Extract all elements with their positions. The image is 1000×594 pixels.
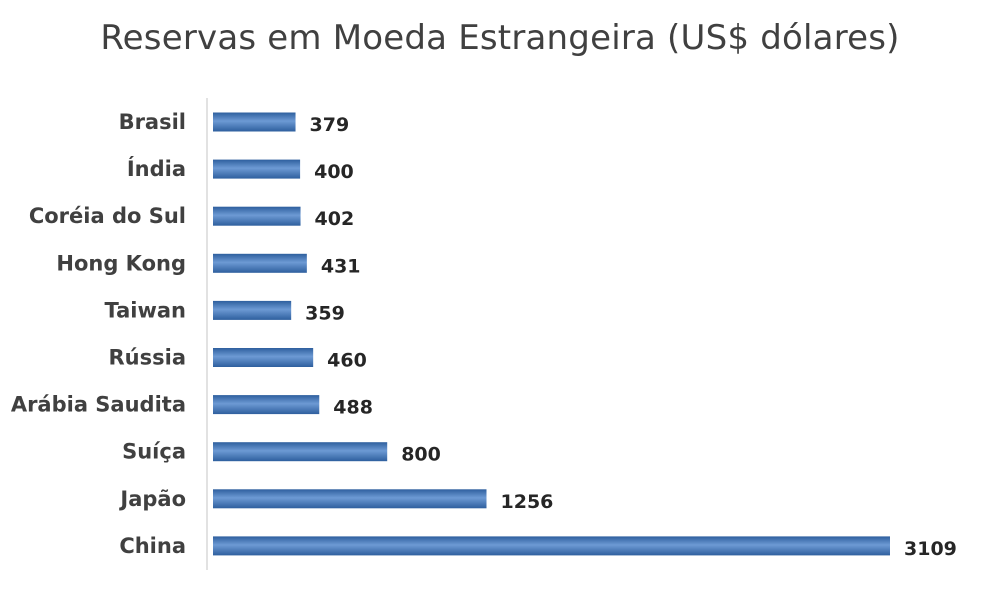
data-label: 379 bbox=[310, 114, 350, 136]
data-label: 488 bbox=[333, 397, 373, 419]
category-label: Japão bbox=[118, 487, 186, 511]
category-label: Arábia Saudita bbox=[11, 393, 186, 417]
data-label: 800 bbox=[401, 444, 441, 466]
bar bbox=[213, 300, 292, 320]
bar bbox=[213, 159, 301, 179]
category-label: Taiwan bbox=[104, 298, 186, 322]
bar bbox=[213, 348, 314, 367]
category-label: Índia bbox=[127, 156, 186, 181]
bar bbox=[213, 395, 320, 415]
category-label: Brasil bbox=[119, 110, 186, 134]
bar bbox=[213, 442, 388, 462]
data-label: 431 bbox=[321, 255, 361, 277]
data-label: 400 bbox=[314, 161, 354, 183]
category-label: Coréia do Sul bbox=[29, 204, 186, 228]
bar bbox=[213, 112, 296, 132]
bar bbox=[213, 206, 301, 226]
category-label: Rússia bbox=[109, 346, 187, 370]
bar bbox=[213, 253, 307, 273]
data-label: 1256 bbox=[501, 491, 554, 513]
category-label: China bbox=[119, 534, 186, 558]
data-label: 3109 bbox=[904, 538, 957, 560]
bar bbox=[213, 536, 890, 556]
data-label: 359 bbox=[305, 302, 345, 324]
chart-title: Reservas em Moeda Estrangeira (US$ dólar… bbox=[100, 18, 900, 58]
bar bbox=[213, 489, 487, 509]
category-label: Suíça bbox=[122, 440, 186, 464]
data-label: 460 bbox=[327, 350, 367, 372]
data-label: 402 bbox=[315, 208, 355, 230]
category-label: Hong Kong bbox=[56, 251, 186, 275]
